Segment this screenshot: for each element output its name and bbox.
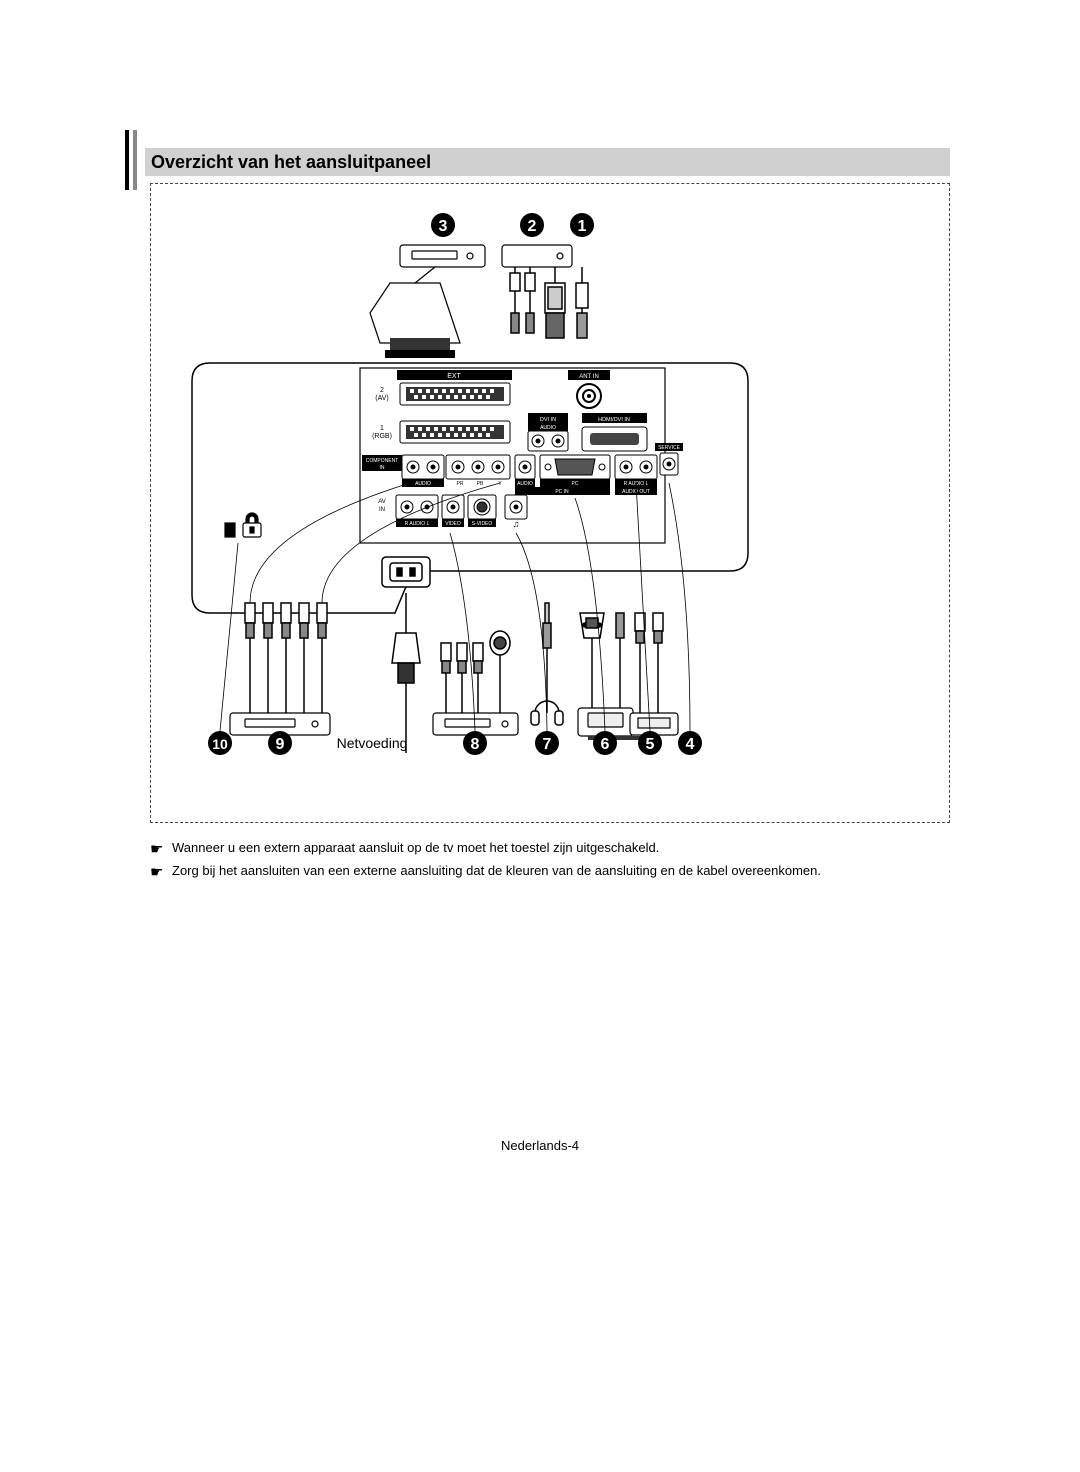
note-2-text: Zorg bij het aansluiten van een externe … (172, 863, 821, 878)
section-title: Overzicht van het aansluitpaneel (151, 152, 431, 173)
svg-text:R AUDIO L: R AUDIO L (405, 521, 430, 527)
note-1-text: Wanneer u een extern apparaat aansluit o… (172, 840, 659, 855)
note-marker-icon: ☛ (150, 861, 163, 885)
marker-8: 8 (471, 736, 480, 753)
marker-5: 5 (646, 736, 655, 753)
note-1: ☛ Wanneer u een extern apparaat aansluit… (150, 838, 950, 859)
note-marker-icon: ☛ (150, 838, 163, 862)
svg-text:HDMI/DVI IN: HDMI/DVI IN (598, 417, 630, 423)
svg-text:PR: PR (457, 481, 464, 487)
notes-block: ☛ Wanneer u een extern apparaat aansluit… (150, 838, 950, 884)
left-vertical-rule (125, 130, 129, 190)
svg-text:S-VIDEO: S-VIDEO (472, 521, 493, 527)
svg-text:(AV): (AV) (375, 395, 388, 402)
svg-text:ANT IN: ANT IN (579, 374, 599, 380)
label-netvoeding: Netvoeding (337, 735, 408, 751)
marker-9: 9 (276, 736, 285, 753)
note-2: ☛ Zorg bij het aansluiten van een extern… (150, 861, 950, 882)
svg-text:(RGB): (RGB) (372, 433, 392, 440)
svg-text:AUDIO: AUDIO (415, 481, 431, 487)
left-vertical-rule-gray (133, 130, 137, 190)
marker-7: 7 (543, 736, 552, 753)
connector-panel-diagram: 3 2 1 (150, 183, 950, 823)
svg-text:SERVICE: SERVICE (658, 445, 681, 451)
section-title-bar: Overzicht van het aansluitpaneel (145, 148, 950, 176)
label-av2: 2 (380, 387, 384, 394)
marker-1: 1 (578, 218, 587, 235)
svg-text:AUDIO: AUDIO (517, 481, 533, 487)
svg-text:COMPONENT: COMPONENT (366, 458, 399, 464)
page-number: Nederlands-4 (0, 1138, 1080, 1153)
svg-text:IN: IN (379, 507, 385, 513)
label-rgb1: 1 (380, 425, 384, 432)
svg-text:PB: PB (477, 481, 484, 487)
svg-text:AUDIO: AUDIO (540, 425, 556, 431)
svg-text:AV: AV (378, 499, 386, 505)
svg-text:PC IN: PC IN (555, 489, 569, 495)
marker-6: 6 (601, 736, 610, 753)
label-ext: EXT (447, 373, 461, 380)
svg-text:VIDEO: VIDEO (445, 521, 461, 527)
marker-10: 10 (212, 736, 228, 752)
marker-3: 3 (439, 218, 448, 235)
svg-text:♫: ♫ (513, 519, 520, 529)
svg-text:DVI IN: DVI IN (540, 417, 556, 423)
marker-2: 2 (528, 218, 537, 235)
marker-4: 4 (686, 736, 695, 753)
svg-text:IN: IN (380, 465, 385, 471)
svg-text:PC: PC (572, 481, 579, 487)
